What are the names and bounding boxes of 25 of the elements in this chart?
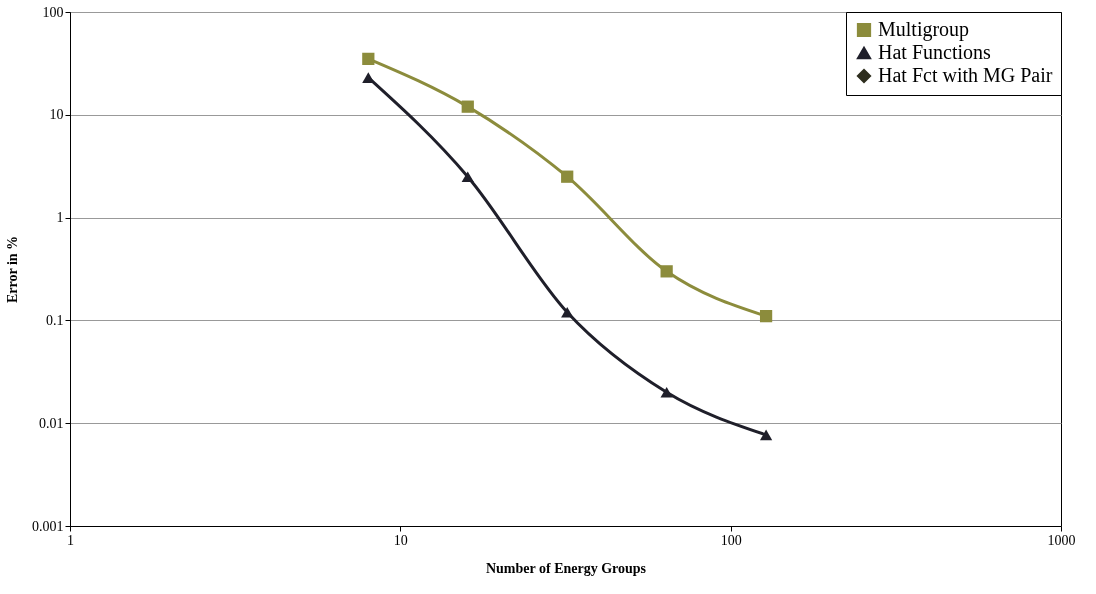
point xyxy=(461,171,474,182)
y-tick-label: 1 xyxy=(56,210,64,226)
point xyxy=(461,100,474,113)
y-tick-label: 0.1 xyxy=(46,312,64,328)
x-tick-label: 100 xyxy=(720,532,742,548)
legend-label: Hat Functions xyxy=(878,41,991,63)
legend-label: Hat Fct with MG Pair xyxy=(878,64,1053,86)
x-axis-title: Number of Energy Groups xyxy=(485,560,647,576)
point xyxy=(660,265,673,278)
point xyxy=(561,306,574,318)
point xyxy=(759,429,773,441)
x-tick-label: 10 xyxy=(393,532,408,548)
y-tick-label: 0.01 xyxy=(39,415,64,431)
x-tick-label: 1 xyxy=(67,532,74,548)
y-tick-label: 0.001 xyxy=(32,518,64,534)
point xyxy=(660,386,673,398)
point xyxy=(561,170,574,183)
legend-label: Multigroup xyxy=(878,18,970,41)
point xyxy=(759,310,773,323)
point xyxy=(362,72,375,83)
y-tick-label: 10 xyxy=(49,107,64,123)
x-tick-label: 1000 xyxy=(1047,532,1076,548)
point xyxy=(362,52,375,65)
y-tick-label: 100 xyxy=(42,4,64,20)
y-axis-title: Error in % xyxy=(5,235,20,304)
